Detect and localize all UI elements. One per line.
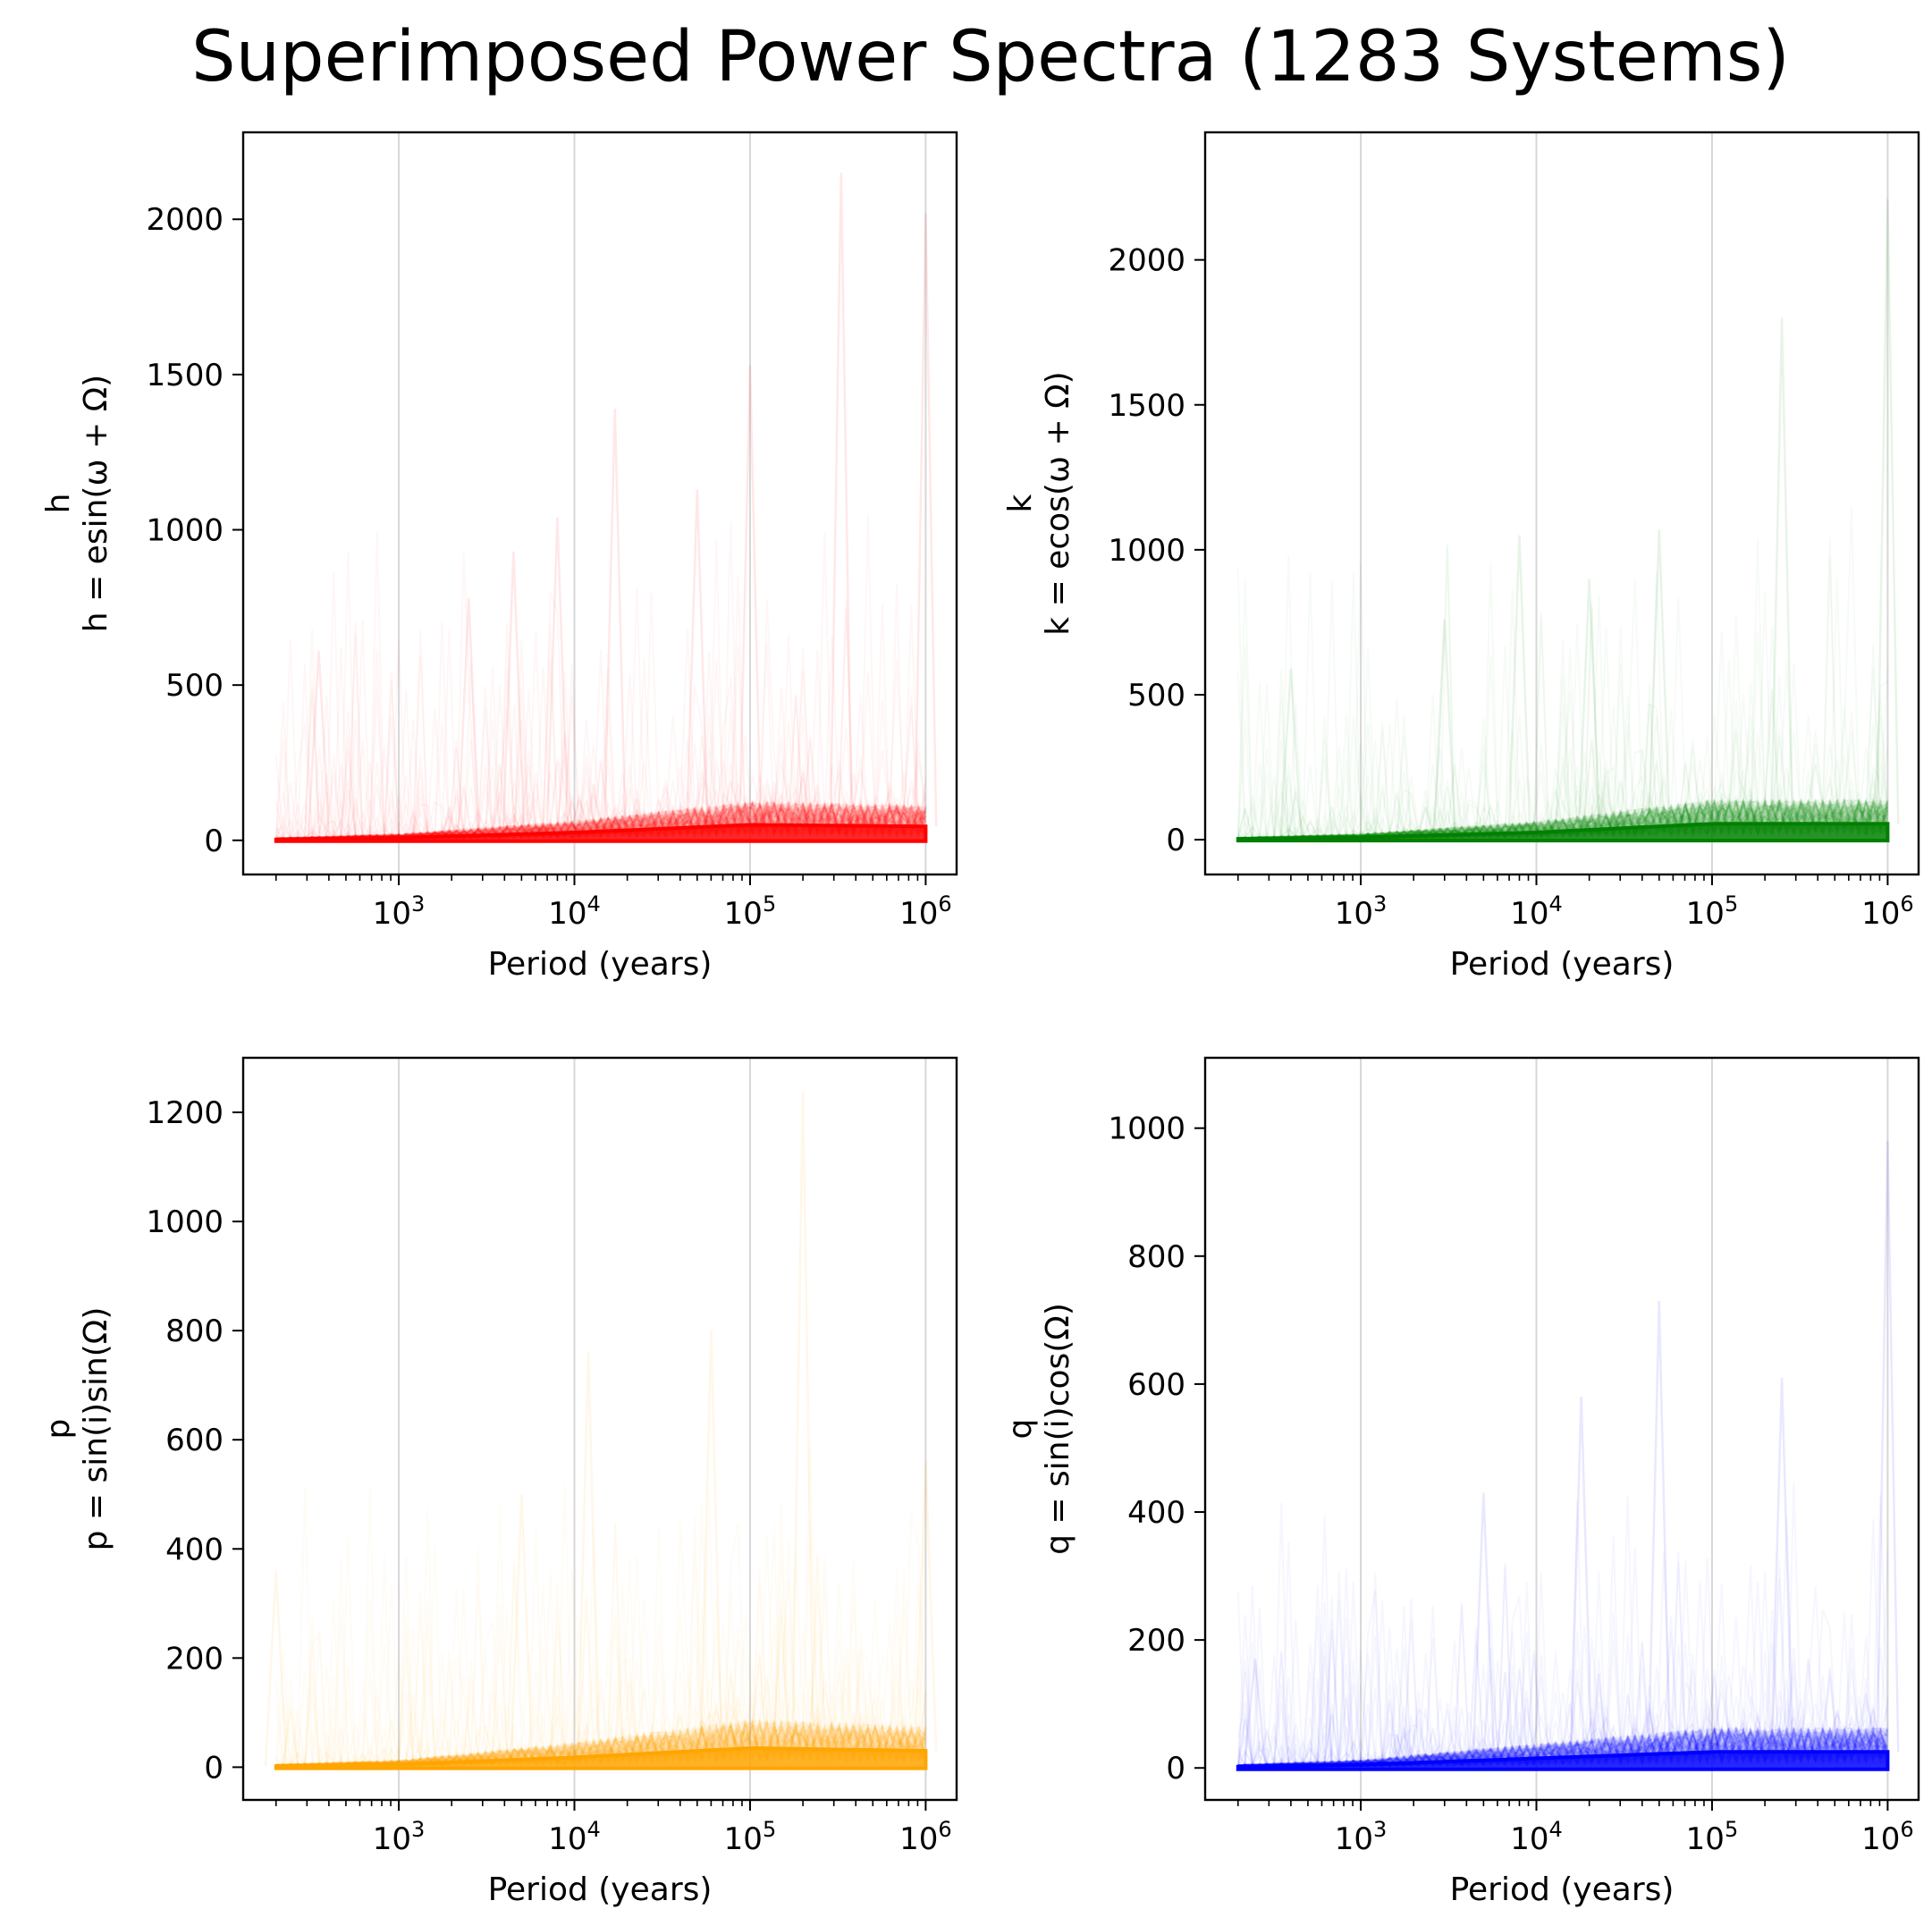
y-axis-label-top: q [1002, 1419, 1039, 1440]
panel-p: 0 200 400 600 800 1000 1200 103 104 105 106 Period … [40, 1056, 958, 1908]
plot-frame [1203, 131, 1920, 876]
y-axis-label-top: k [1002, 494, 1039, 512]
y-axis-label-top: p [40, 1419, 77, 1440]
spectrum-peak [510, 1494, 534, 1761]
x-tick-label: 104 [548, 1817, 601, 1857]
spectrum-peak [1770, 317, 1794, 824]
x-axis-label: Period (years) [488, 946, 713, 983]
dense-band [1236, 822, 1890, 843]
y-tick-label: 500 [165, 668, 224, 704]
spectrum-peak [1278, 668, 1303, 839]
plot-frame [241, 1056, 958, 1802]
y-tick-label: 2000 [146, 202, 224, 238]
spectrum-peak [307, 650, 331, 840]
x-tick-label: 106 [899, 1817, 952, 1857]
x-tick-label: 104 [1510, 891, 1563, 932]
dense-band [1236, 1750, 1890, 1771]
spectrum-peak [577, 1352, 601, 1758]
x-tick-label: 105 [1686, 891, 1739, 932]
y-tick-label: 0 [1166, 1751, 1185, 1787]
spectrum-peak [699, 1330, 723, 1751]
spectrum-peak [603, 409, 627, 832]
panel-q: 0 200 400 600 800 1000 103 104 105 106 Period (yea… [1002, 1056, 1920, 1908]
x-tick-label: 104 [1510, 1817, 1563, 1857]
x-tick-label: 106 [1861, 891, 1914, 932]
y-tick-label: 1000 [1108, 533, 1185, 569]
spectrum-peak [1472, 1492, 1496, 1761]
x-tick-label: 105 [724, 891, 777, 932]
spectrum-peak [685, 489, 709, 828]
y-axis-label-formula: p = sin(i)sin(Ω) [78, 1307, 114, 1551]
x-tick-label: 105 [724, 1817, 777, 1857]
dense-band [274, 823, 928, 843]
y-tick-label: 0 [204, 1750, 224, 1786]
x-tick-label: 104 [548, 891, 601, 932]
spectrum-peak [1432, 619, 1456, 836]
panel-k: 0 500 1000 1500 2000 103 104 105 106 Period (year… [1002, 131, 1920, 983]
y-tick-label: 500 [1127, 678, 1185, 714]
series-p [264, 1090, 938, 1770]
x-axis-label: Period (years) [488, 1871, 713, 1908]
spectrum-peak [1876, 1140, 1900, 1753]
y-axis-label-formula: k = ecos(ω + Ω) [1040, 371, 1076, 635]
spectrum-peak [457, 597, 481, 837]
spectrum-peak [545, 517, 569, 834]
spectrum-peak [1647, 529, 1671, 827]
series-k [1236, 199, 1900, 843]
spectrum-peak [914, 1461, 938, 1752]
spectrum-peak [1647, 1300, 1671, 1754]
series-q [1236, 1140, 1900, 1771]
y-tick-label: 200 [165, 1641, 224, 1677]
spectrum-peak [1507, 535, 1531, 833]
x-tick-label: 105 [1686, 1817, 1739, 1857]
spectrum-peak [264, 1570, 288, 1767]
x-axis-label: Period (years) [1450, 946, 1675, 983]
x-tick-label: 103 [1335, 891, 1388, 932]
x-tick-label: 106 [899, 891, 952, 932]
y-tick-label: 400 [1127, 1495, 1185, 1531]
y-axis-label-top: h [40, 494, 77, 514]
y-tick-label: 800 [165, 1314, 224, 1349]
spectrum-peak [1243, 1659, 1267, 1767]
spectrum-peak [1876, 199, 1900, 824]
y-tick-label: 1000 [1108, 1111, 1185, 1147]
y-tick-label: 1200 [146, 1095, 224, 1131]
spectrum-peak [829, 173, 853, 826]
spectrum-peak [738, 365, 762, 826]
y-tick-label: 600 [165, 1423, 224, 1458]
plot-frame [241, 131, 958, 876]
y-tick-label: 200 [1127, 1623, 1185, 1659]
y-tick-label: 400 [165, 1532, 224, 1567]
x-tick-label: 103 [373, 891, 426, 932]
y-tick-label: 1000 [146, 1204, 224, 1240]
spectrum-peak [1569, 1397, 1593, 1758]
x-tick-label: 103 [373, 1817, 426, 1857]
y-tick-label: 800 [1127, 1239, 1185, 1275]
y-tick-label: 0 [1166, 823, 1185, 858]
y-tick-label: 600 [1127, 1367, 1185, 1403]
y-tick-label: 2000 [1108, 243, 1185, 279]
spectrum-peak [1577, 579, 1601, 831]
y-tick-label: 1000 [146, 513, 224, 549]
y-axis-label-formula: h = esin(ω + Ω) [78, 375, 114, 632]
y-tick-label: 1500 [1108, 388, 1185, 424]
y-axis-label-formula: q = sin(i)cos(Ω) [1040, 1303, 1076, 1555]
dense-band [274, 1746, 928, 1770]
plot-frame [1203, 1056, 1920, 1802]
y-tick-label: 0 [204, 824, 224, 859]
x-axis-label: Period (years) [1450, 1871, 1675, 1908]
spectrum-peak [914, 213, 938, 827]
x-tick-label: 103 [1335, 1817, 1388, 1857]
series-h [274, 173, 938, 843]
figure-title: Superimposed Power Spectra (1283 Systems… [191, 17, 1790, 97]
spectrum-peak [1770, 1377, 1794, 1753]
spectrum-peak [791, 1090, 815, 1750]
y-tick-label: 1500 [146, 358, 224, 393]
spectrum-peak [502, 551, 526, 835]
panel-h: 0 500 1000 1500 2000 103 104 105 106 Period (year… [40, 131, 958, 983]
x-tick-label: 106 [1861, 1817, 1914, 1857]
